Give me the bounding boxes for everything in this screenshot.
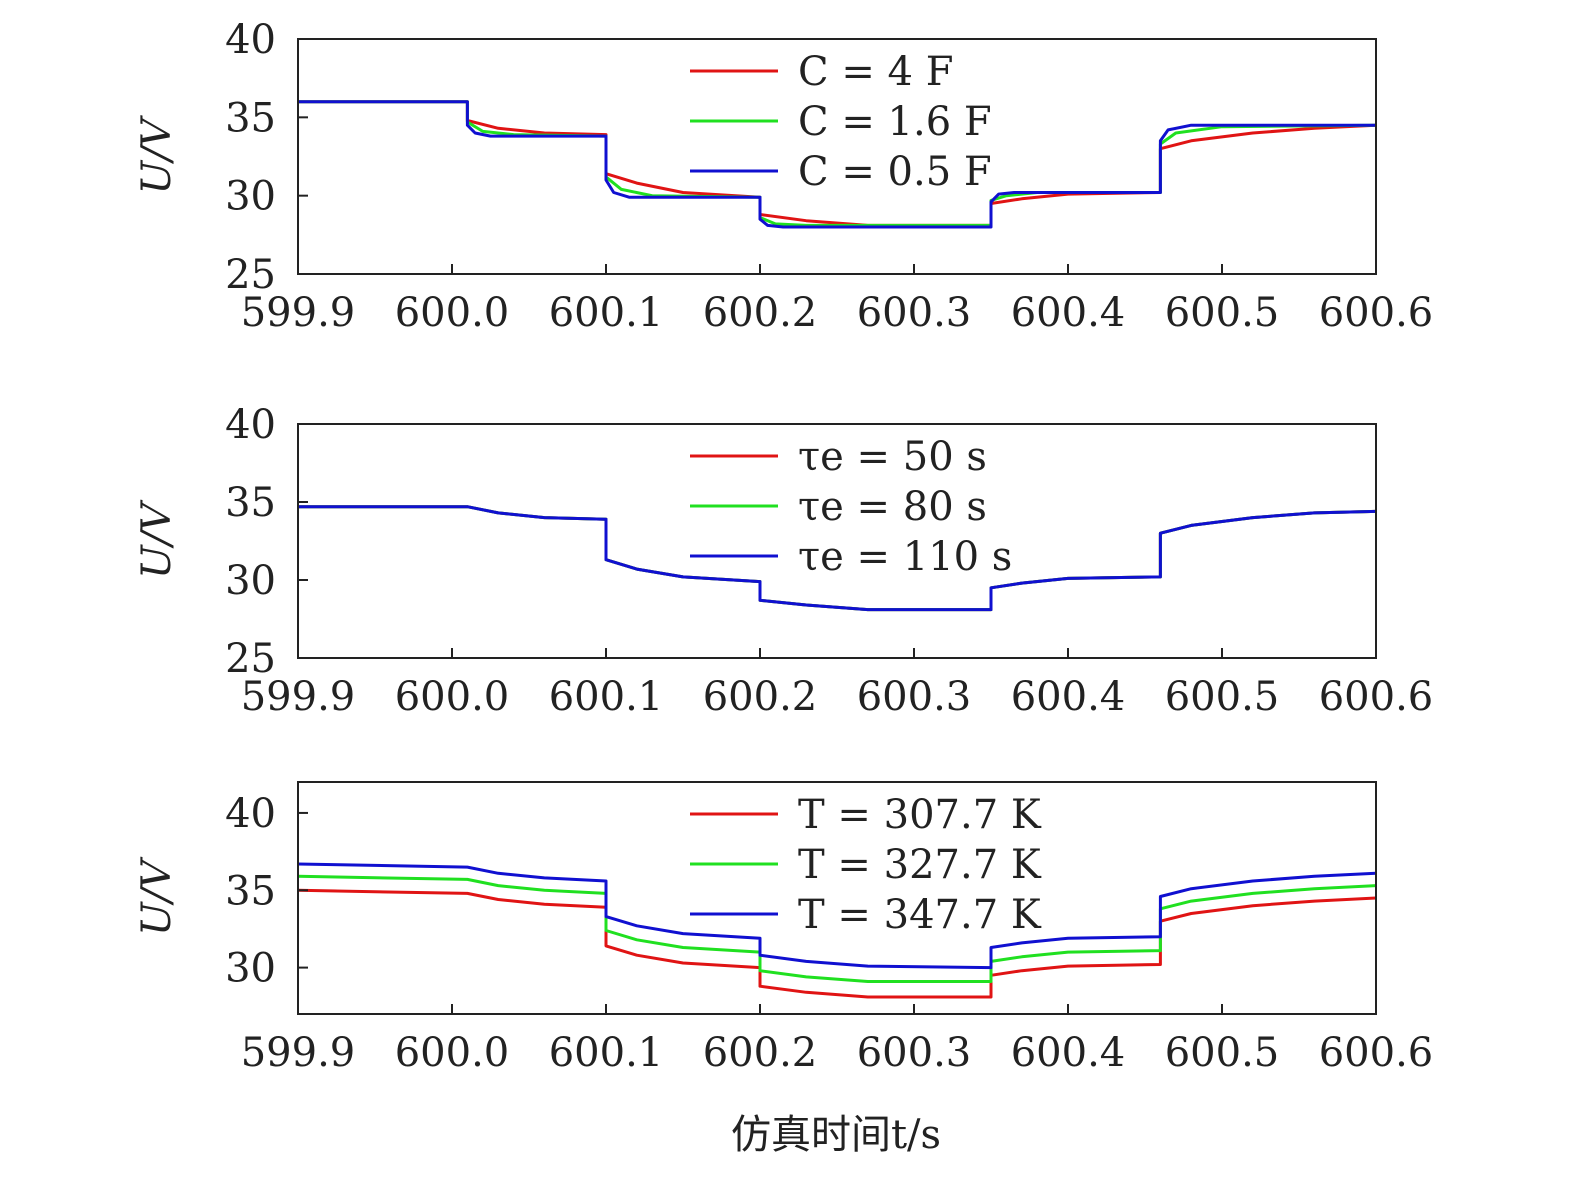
- plot-frame: [297, 38, 1377, 275]
- x-tick-label: 600.2: [703, 290, 818, 336]
- y-axis-label: U/V: [134, 499, 180, 579]
- x-tick-label: 600.0: [395, 1030, 510, 1076]
- x-tick-label: 600.6: [1319, 1030, 1434, 1076]
- y-tick-label: 40: [225, 402, 276, 448]
- panel-3: 599.9 600.0 600.1 600.2 600.3 600.4 600.5 600.6…: [134, 781, 1434, 1076]
- series-line-3: [298, 862, 1376, 970]
- y-tick-label: 30: [225, 174, 276, 220]
- plot-frame: [297, 781, 1377, 1015]
- legend-label: τe = 110 s: [798, 534, 1012, 580]
- legend-label: T = 307.7 K: [798, 792, 1042, 838]
- series-line-1: [298, 888, 1376, 999]
- x-tick-label: 600.5: [1165, 1030, 1280, 1076]
- x-tick-label: 600.2: [703, 674, 818, 720]
- legend-label: C = 0.5 F: [798, 149, 992, 195]
- series-line-3: [298, 100, 1376, 229]
- y-tick-label: 25: [225, 252, 276, 298]
- x-tick-label: 600.4: [1011, 290, 1126, 336]
- legend-label: C = 4 F: [798, 49, 953, 95]
- x-tick-label: 600.5: [1165, 674, 1280, 720]
- y-tick-label: 30: [225, 946, 276, 992]
- y-tick-label: 35: [225, 95, 276, 141]
- x-tick-label: 600.0: [395, 674, 510, 720]
- x-tick-label: 600.6: [1319, 290, 1434, 336]
- x-tick-label: 600.2: [703, 1030, 818, 1076]
- y-tick-label: 40: [225, 791, 276, 837]
- y-tick-label: 25: [225, 636, 276, 682]
- x-tick-label: 600.4: [1011, 674, 1126, 720]
- plot-frame: [297, 423, 1377, 659]
- x-tick-label: 600.3: [857, 1030, 972, 1076]
- legend-label: T = 347.7 K: [798, 892, 1042, 938]
- x-tick-label: 600.3: [857, 290, 972, 336]
- panel-2: 599.9 600.0 600.1 600.2 600.3 600.4 600.5 600.6…: [134, 402, 1433, 720]
- series-line-2: [298, 874, 1376, 983]
- y-tick-label: 40: [225, 17, 276, 63]
- x-tick-label: 600.1: [549, 290, 664, 336]
- y-axis-label: U/V: [134, 856, 180, 936]
- series-line-3: [298, 505, 1376, 612]
- x-tick-label: 599.9: [241, 290, 356, 336]
- y-tick-label: 35: [225, 868, 276, 914]
- x-tick-label: 600.1: [549, 674, 664, 720]
- legend-label: C = 1.6 F: [798, 99, 992, 145]
- x-tick-label: 600.5: [1165, 290, 1280, 336]
- x-tick-label: 599.9: [241, 674, 356, 720]
- y-tick-label: 30: [225, 558, 276, 604]
- x-tick-label: 600.1: [549, 1030, 664, 1076]
- x-tick-label: 600.4: [1011, 1030, 1126, 1076]
- y-axis-label: U/V: [134, 114, 180, 194]
- legend-label: τe = 80 s: [798, 484, 987, 530]
- legend-label: τe = 50 s: [798, 434, 987, 480]
- x-axis-label: 仿真时间t/s: [731, 1112, 941, 1158]
- x-tick-label: 599.9: [241, 1030, 356, 1076]
- y-tick-label: 35: [225, 480, 276, 526]
- series-line-1: [298, 100, 1376, 227]
- x-tick-label: 600.6: [1319, 674, 1434, 720]
- x-tick-label: 600.0: [395, 290, 510, 336]
- x-tick-label: 600.3: [857, 674, 972, 720]
- panel-1: 599.9 600.0 600.1 600.2 600.3 600.4 600.5 600.6…: [134, 17, 1433, 336]
- legend-label: T = 327.7 K: [798, 842, 1042, 888]
